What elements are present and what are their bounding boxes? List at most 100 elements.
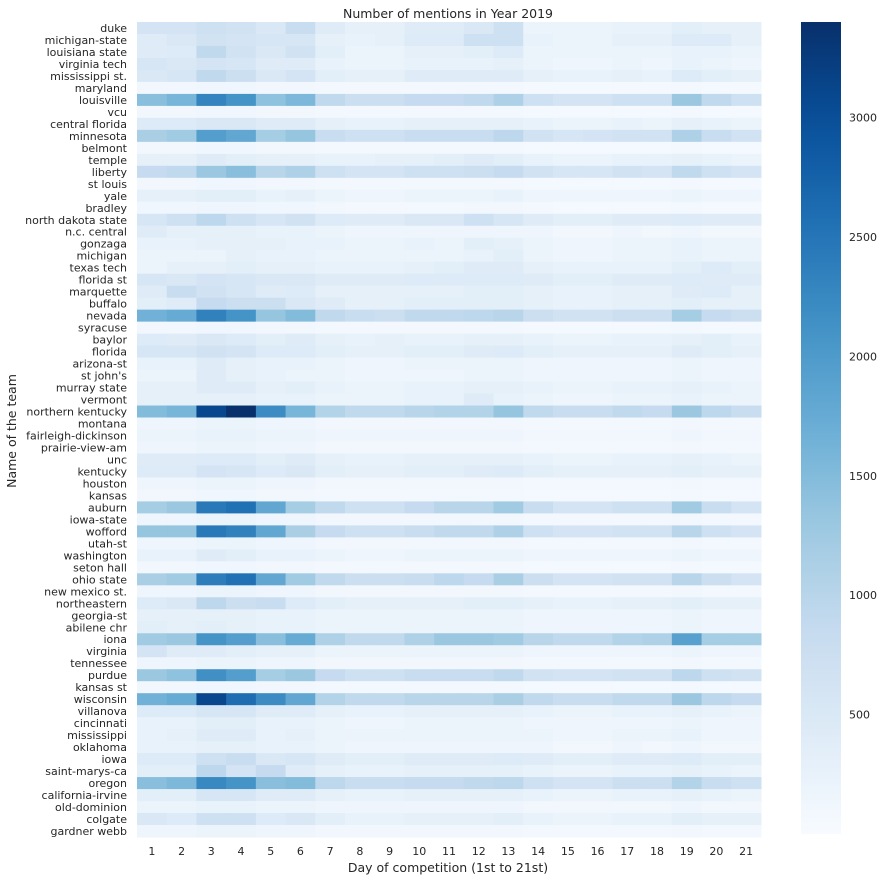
heatmap-cell	[255, 417, 287, 430]
heatmap-cell	[523, 549, 554, 562]
heatmap-cell	[463, 381, 495, 395]
heatmap-cell	[582, 141, 613, 155]
heatmap-cell	[137, 213, 168, 227]
heatmap-cell	[553, 537, 584, 550]
heatmap-cell	[315, 441, 346, 454]
heatmap-cell	[553, 33, 584, 47]
heatmap-cell	[404, 345, 435, 359]
heatmap-cell	[642, 525, 673, 538]
heatmap-cell	[137, 549, 168, 562]
heatmap-cell	[345, 561, 376, 574]
heatmap-cell	[671, 585, 703, 598]
heatmap-cell	[701, 333, 732, 347]
heatmap-cell	[463, 813, 495, 826]
heatmap-cell	[612, 573, 643, 586]
heatmap-cell	[404, 513, 435, 526]
heatmap-cell	[463, 477, 495, 490]
heatmap-cell	[701, 573, 732, 586]
heatmap-cell	[285, 477, 316, 490]
heatmap-cell	[701, 309, 732, 323]
heatmap-cell	[255, 453, 287, 466]
heatmap-cell	[553, 105, 584, 119]
heatmap-cell	[196, 273, 227, 287]
heatmap-cell	[404, 597, 435, 610]
heatmap-cell	[196, 105, 227, 119]
heatmap-cell	[255, 225, 287, 239]
heatmap-cell	[196, 669, 227, 682]
heatmap-cell	[463, 597, 495, 610]
y-tick-label: buffalo	[89, 298, 127, 311]
heatmap-cell	[315, 693, 346, 706]
heatmap-cell	[137, 177, 168, 191]
heatmap-cell	[612, 309, 643, 323]
heatmap-cell	[671, 357, 703, 371]
heatmap-cell	[166, 189, 197, 203]
heatmap-cell	[345, 777, 376, 790]
heatmap-cell	[671, 741, 703, 754]
heatmap-cell	[701, 477, 732, 490]
heatmap-cell	[493, 705, 524, 718]
heatmap-cell	[404, 105, 435, 119]
heatmap-cell	[374, 45, 405, 59]
chart-title: Number of mentions in Year 2019	[343, 6, 553, 21]
heatmap-cell	[523, 321, 554, 335]
heatmap-cell	[701, 441, 732, 454]
heatmap-cell	[493, 585, 524, 598]
heatmap-cell	[612, 549, 643, 562]
heatmap-cell	[434, 285, 465, 299]
heatmap-cell	[701, 561, 732, 574]
heatmap-cell	[434, 561, 465, 574]
heatmap-cell	[374, 549, 405, 562]
heatmap-cell	[434, 225, 465, 239]
heatmap-cell	[434, 597, 465, 610]
heatmap-cell	[315, 717, 346, 730]
heatmap-cell	[642, 705, 673, 718]
heatmap-cell	[137, 309, 168, 323]
heatmap-cell	[553, 453, 584, 466]
heatmap-cell	[166, 345, 197, 359]
heatmap-cell	[285, 465, 316, 478]
heatmap-cell	[226, 537, 257, 550]
heatmap-cell	[255, 93, 287, 107]
heatmap-cell	[255, 393, 287, 407]
heatmap-cell	[166, 585, 197, 598]
heatmap-cell	[255, 297, 287, 311]
heatmap-cell	[137, 141, 168, 155]
heatmap-cell	[701, 549, 732, 562]
heatmap-cell	[731, 345, 762, 359]
heatmap-cell	[493, 753, 524, 766]
heatmap-cell	[434, 801, 465, 814]
y-tick-label: michigan	[76, 250, 127, 263]
heatmap-cell	[493, 249, 524, 263]
heatmap-cell	[285, 561, 316, 574]
heatmap-cell	[671, 213, 703, 227]
heatmap-cell	[582, 441, 613, 454]
heatmap-cell	[137, 69, 168, 83]
heatmap-cell	[166, 249, 197, 263]
heatmap-cell	[374, 117, 405, 131]
heatmap-cell	[582, 777, 613, 790]
heatmap-cell	[285, 669, 316, 682]
heatmap-cell	[671, 189, 703, 203]
heatmap-cell	[731, 429, 762, 442]
heatmap-cell	[404, 153, 435, 167]
heatmap-cell	[166, 813, 197, 826]
heatmap-cell	[374, 777, 405, 790]
heatmap-cell	[404, 705, 435, 718]
heatmap-cell	[137, 669, 168, 682]
heatmap-cell	[196, 189, 227, 203]
heatmap-cell	[582, 609, 613, 622]
heatmap-cell	[226, 129, 257, 143]
heatmap-cell	[166, 777, 197, 790]
heatmap-cell	[612, 285, 643, 299]
heatmap-cell	[166, 729, 197, 742]
heatmap-cell	[345, 333, 376, 347]
heatmap-cell	[226, 429, 257, 442]
heatmap-cell	[434, 813, 465, 826]
heatmap-cell	[404, 213, 435, 227]
heatmap-cell	[315, 801, 346, 814]
heatmap-cell	[315, 273, 346, 287]
heatmap-cell	[523, 693, 554, 706]
heatmap-cell	[493, 93, 524, 107]
heatmap-cell	[285, 717, 316, 730]
